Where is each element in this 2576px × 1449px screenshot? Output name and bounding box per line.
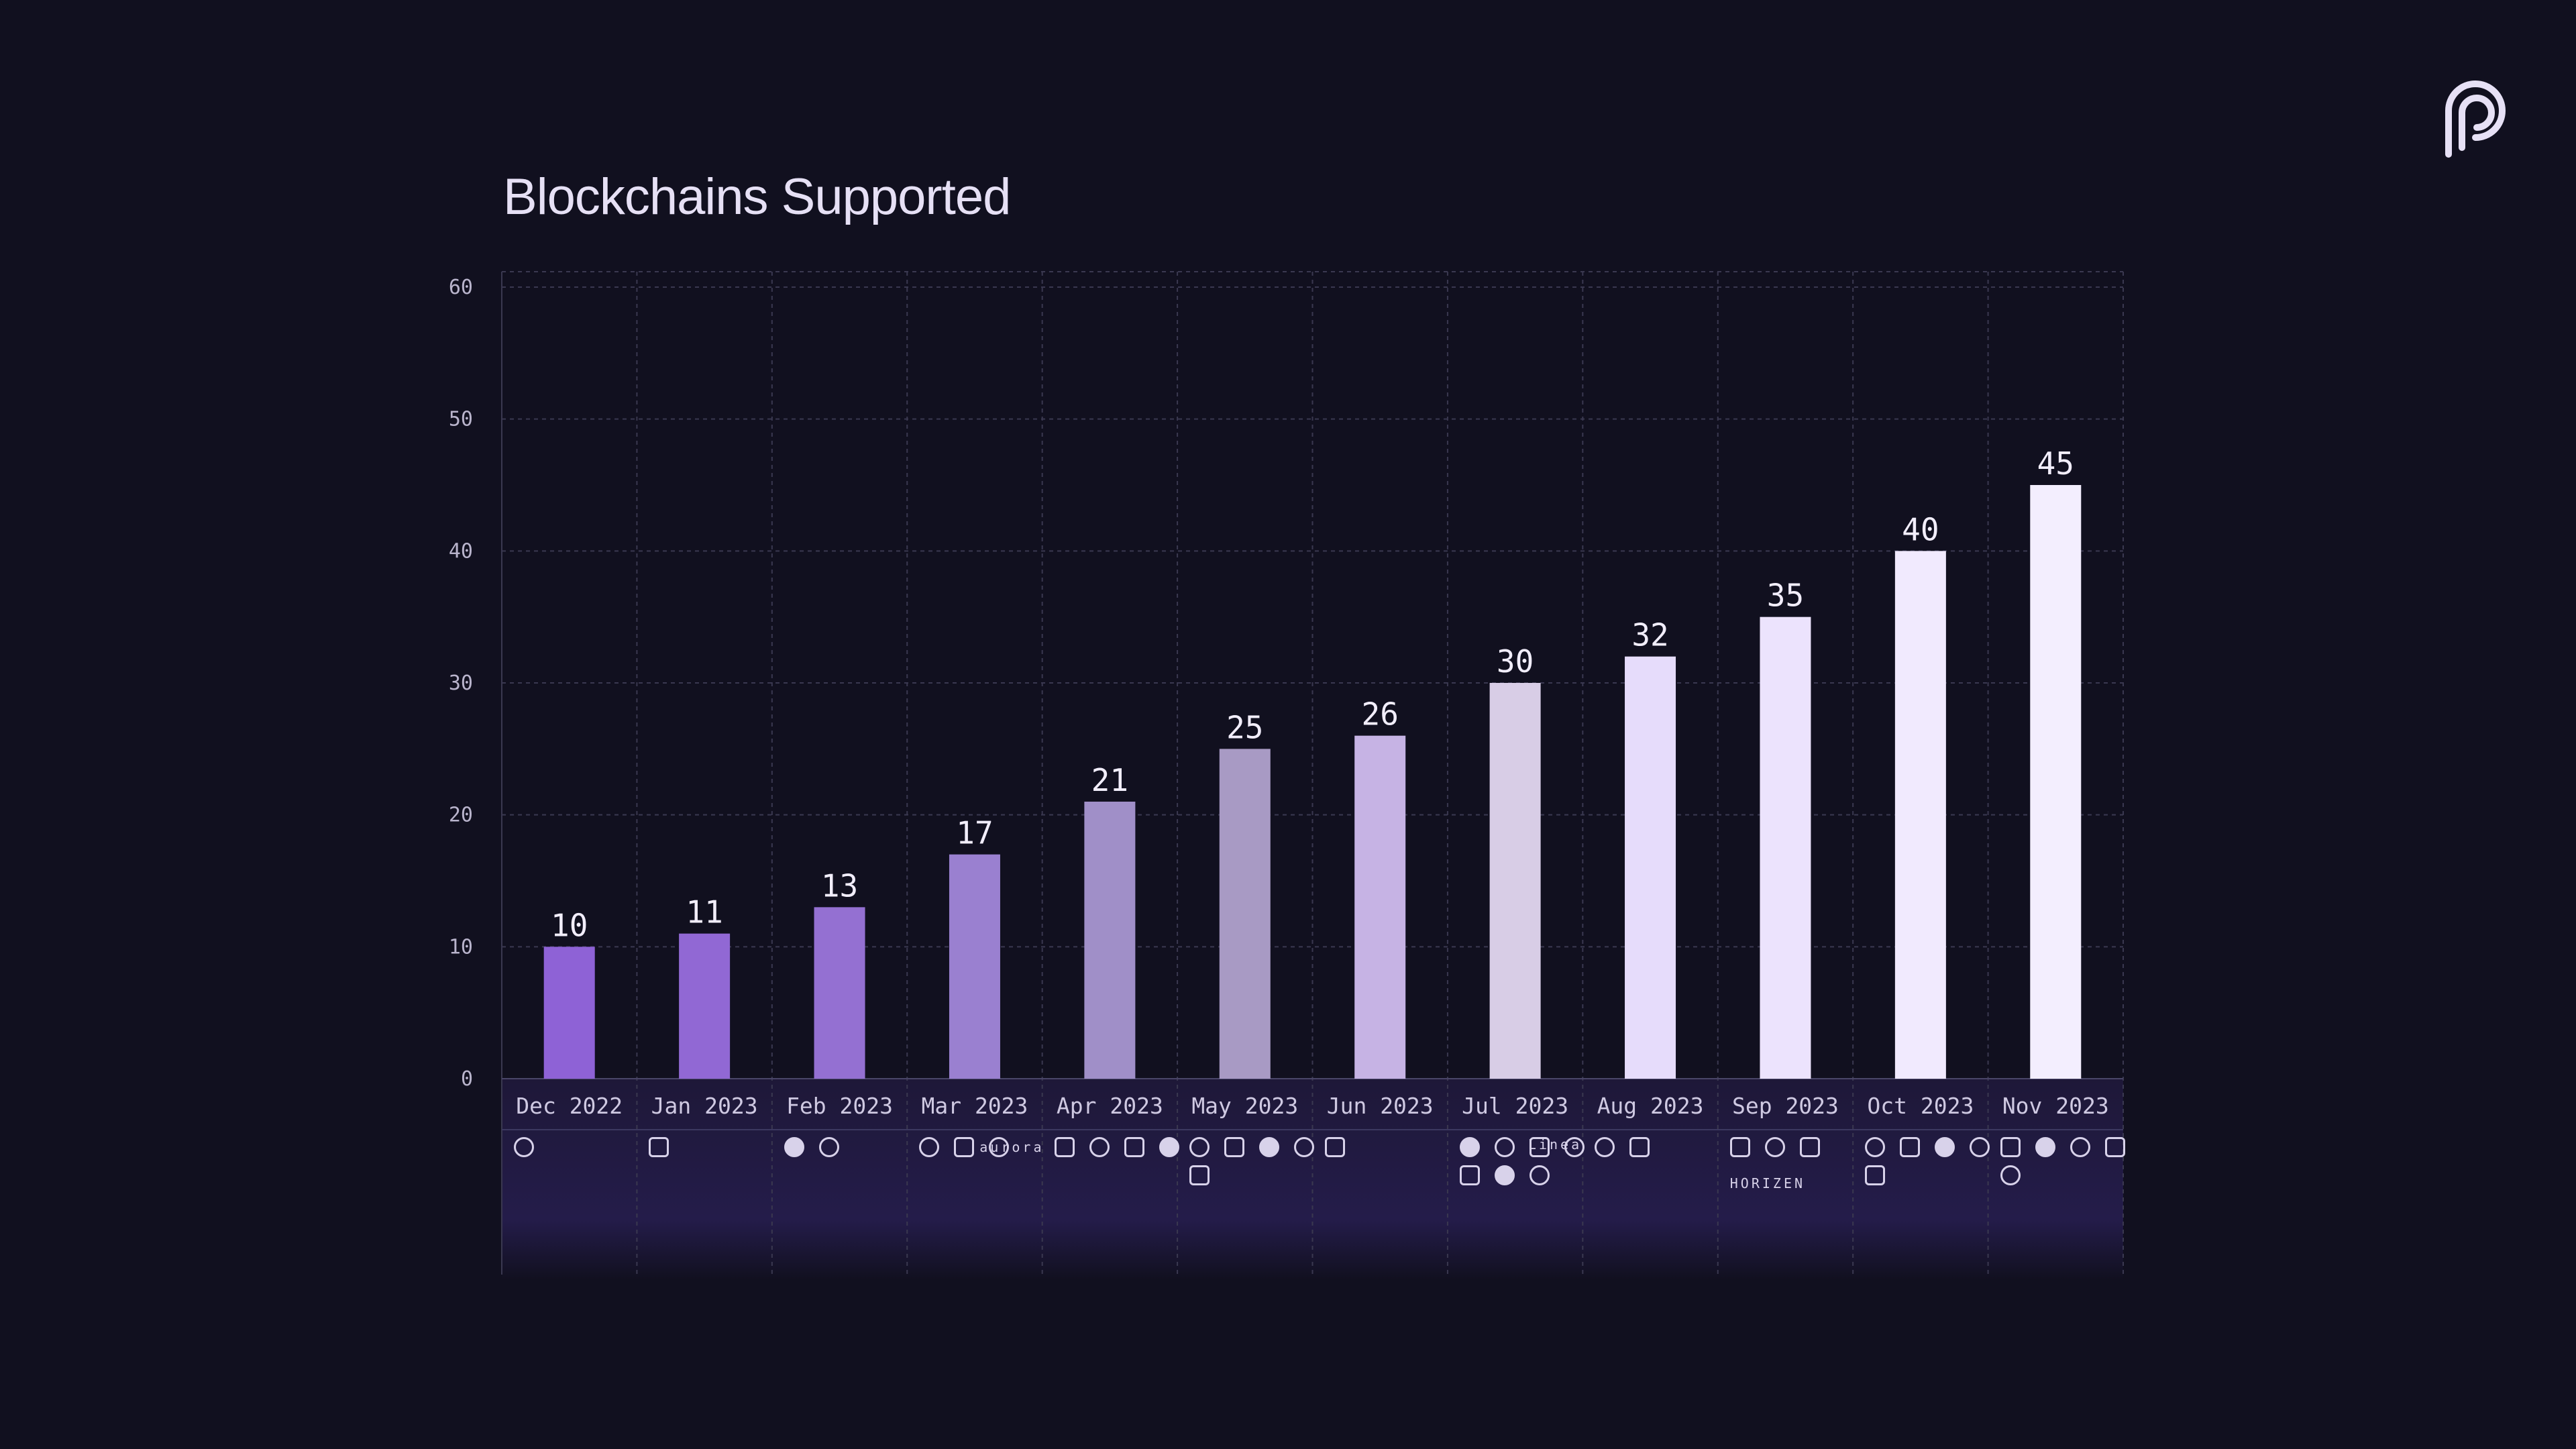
bar: [1084, 802, 1136, 1079]
x-category-label: Nov 2023: [2002, 1093, 2109, 1119]
bar: [1219, 749, 1271, 1079]
x-category-label: Sep 2023: [1732, 1093, 1839, 1119]
bar-value-label: 13: [821, 867, 858, 904]
bar: [1625, 656, 1676, 1079]
bar-value-label: 32: [1631, 617, 1668, 653]
bar: [1489, 683, 1541, 1079]
y-tick-label: 0: [461, 1067, 473, 1091]
y-tick-label: 60: [449, 276, 473, 299]
bar: [949, 854, 1000, 1079]
bar-value-label: 40: [1902, 511, 1939, 547]
x-category-label: Feb 2023: [786, 1093, 893, 1119]
y-tick-label: 10: [449, 935, 473, 959]
bar-value-label: 10: [551, 907, 588, 943]
x-category-label: Mar 2023: [921, 1093, 1028, 1119]
bar-value-label: 30: [1497, 643, 1534, 680]
bar: [1760, 616, 1811, 1079]
y-tick-label: 20: [449, 804, 473, 827]
bar-value-label: 17: [956, 815, 993, 851]
x-category-label: Jun 2023: [1327, 1093, 1434, 1119]
bar: [1894, 551, 1946, 1079]
y-tick-label: 30: [449, 672, 473, 695]
x-category-label: May 2023: [1191, 1093, 1298, 1119]
chart-title: Blockchains Supported: [503, 168, 1011, 225]
bar-value-label: 25: [1226, 709, 1263, 745]
bar-value-label: 21: [1091, 762, 1128, 798]
x-category-label: Jan 2023: [651, 1093, 758, 1119]
bar-value-label: 45: [2037, 445, 2074, 482]
bar-value-label: 35: [1767, 578, 1804, 614]
x-category-label: Dec 2022: [516, 1093, 623, 1119]
x-category-label: Aug 2023: [1597, 1093, 1704, 1119]
bar: [814, 907, 865, 1079]
bar: [679, 933, 731, 1079]
y-tick-label: 40: [449, 539, 473, 563]
bar-value-label: 26: [1362, 696, 1399, 733]
x-category-label: Jul 2023: [1462, 1093, 1568, 1119]
bar: [1354, 735, 1406, 1079]
bar: [2030, 485, 2082, 1079]
pyth-logo-icon: [2445, 80, 2506, 158]
x-category-label: Oct 2023: [1867, 1093, 1974, 1119]
y-tick-label: 50: [449, 408, 473, 431]
bar-value-label: 11: [686, 894, 722, 930]
x-category-label: Apr 2023: [1057, 1093, 1163, 1119]
bar: [543, 947, 595, 1079]
